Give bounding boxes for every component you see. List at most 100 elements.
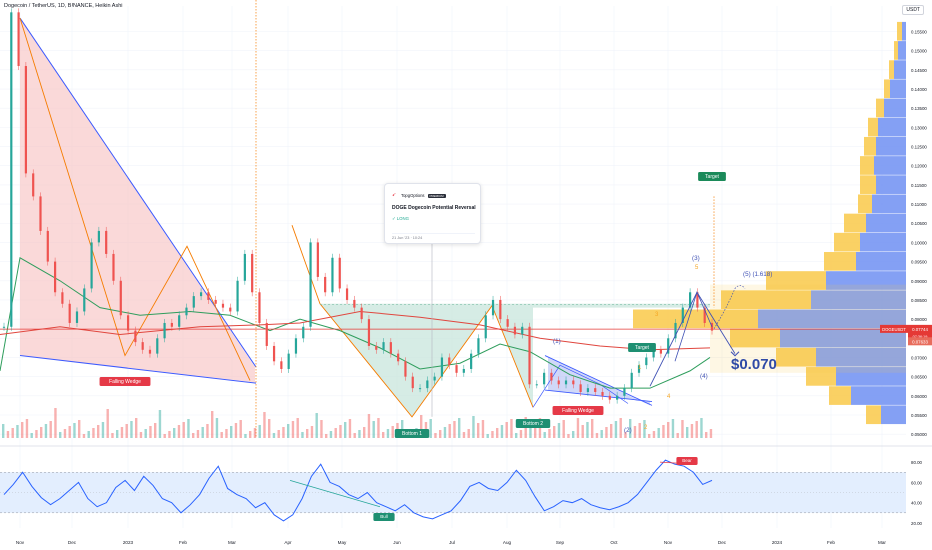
volume-bar — [220, 432, 223, 438]
volume-bar — [82, 434, 86, 438]
candle-body — [90, 242, 93, 289]
symbol-title: Dogecoin / TetherUS, 1D, BINANCE, Heikin… — [4, 3, 123, 9]
candle-body — [119, 280, 122, 316]
target-2-label: Target — [635, 345, 650, 351]
volume-bar — [16, 425, 19, 438]
falling-wedge-label: Falling Wedge — [109, 379, 141, 385]
volume-bar — [671, 419, 675, 438]
bottom-2-label: Bottom 2 — [523, 421, 543, 427]
rsi-tick-label: 60.00 — [911, 480, 923, 485]
volume-bar — [624, 432, 627, 438]
future-path — [713, 285, 746, 329]
volume-bar — [92, 428, 95, 438]
candle-body — [360, 307, 363, 320]
volume-bar — [519, 430, 523, 438]
candle-body — [528, 326, 531, 385]
wedge2-upper-line — [544, 355, 653, 406]
bottom-1-label-box — [394, 429, 430, 438]
volume-bar — [106, 409, 109, 438]
candle-body — [134, 330, 137, 343]
volume-bar — [253, 428, 257, 438]
bull-label: Bull — [380, 514, 388, 519]
volume-profile-bar — [878, 117, 906, 137]
x-tick-label: 2024 — [772, 540, 783, 545]
volume-bar — [529, 424, 532, 438]
candle-body — [608, 395, 611, 400]
volume-profile-bar — [874, 156, 906, 175]
volume-bar — [700, 418, 703, 438]
symbol-tag: DOGEUSDT — [882, 327, 906, 332]
candle-body — [630, 372, 633, 389]
volume-bar — [177, 425, 181, 438]
volume-bar — [448, 424, 451, 438]
x-tick-label: Nov — [664, 540, 673, 545]
candle-body — [280, 361, 283, 369]
candle-body — [382, 342, 385, 350]
volume-profile-bar — [889, 60, 894, 79]
bull-divergence-line — [289, 479, 381, 508]
volume-bar — [667, 422, 670, 438]
candle-body — [287, 353, 290, 369]
candle-body — [659, 349, 663, 354]
double-bottom-area — [320, 303, 710, 417]
y-tick-label: 0.14000 — [911, 87, 927, 92]
volume-bar — [111, 433, 114, 438]
volume-bar — [215, 418, 219, 438]
candle-body — [448, 357, 451, 366]
rsi-tick-label: 40.00 — [911, 501, 923, 506]
candle-body — [543, 372, 546, 385]
y-tick-label: 0.08000 — [911, 317, 927, 322]
volume-bar — [363, 427, 366, 438]
candle-body — [440, 357, 444, 377]
volume-bar — [358, 430, 361, 438]
candle-body — [46, 230, 49, 262]
y-tick-label: 0.14500 — [911, 68, 927, 73]
x-tick-label: Feb — [179, 540, 187, 545]
volume-profile-bar — [876, 136, 906, 156]
volume-bar — [125, 424, 128, 438]
y-tick-label: 0.09500 — [911, 260, 927, 265]
y-tick-label: 0.10000 — [911, 240, 927, 245]
volume-bar — [420, 415, 423, 438]
volume-bar — [11, 428, 14, 438]
volume-bar — [263, 412, 266, 438]
subwave-1-label: 1 — [638, 365, 642, 371]
candle-body — [105, 230, 108, 254]
volume-bar — [572, 431, 575, 438]
volume-profile-bar — [776, 347, 816, 367]
brand-logo-icon: ➹ — [392, 192, 397, 198]
candle-body — [251, 253, 254, 293]
currency-button[interactable]: USDT — [902, 5, 924, 15]
x-tick-label: May — [338, 540, 347, 545]
volume-bar — [472, 416, 475, 438]
volume-bar — [676, 433, 679, 438]
volume-bar — [439, 430, 442, 438]
volume-bar — [40, 427, 43, 438]
candle-body — [623, 388, 626, 396]
volume-bar — [30, 433, 33, 438]
volume-profile-bar — [806, 367, 836, 386]
volume-profile-bar — [898, 41, 906, 60]
idea-card[interactable]: ➹ TopgOptions PREMIUM DOGE Dogecoin Pote… — [384, 183, 481, 244]
x-tick-label: Nov — [16, 540, 25, 545]
volume-bar — [291, 421, 295, 438]
volume-bar — [690, 424, 694, 438]
volume-bar — [496, 428, 499, 438]
bull-label-box — [373, 513, 395, 521]
candle-body — [594, 388, 597, 392]
candle-body — [112, 253, 115, 281]
ema-tag: 0.07633 — [912, 339, 928, 344]
candle-body — [324, 276, 327, 293]
volume-bar — [310, 426, 314, 438]
volume-bar — [158, 410, 162, 438]
subwave-5-label: 5 — [695, 265, 699, 271]
volume-bar — [491, 431, 494, 438]
ema-green-line — [0, 256, 711, 389]
idea-title[interactable]: DOGE Dogecoin Potential Reversal — [392, 205, 476, 211]
wedge-lower-line — [19, 355, 257, 384]
y-tick-label: 0.13500 — [911, 106, 927, 111]
candle-body — [17, 12, 20, 67]
volume-bar — [168, 431, 171, 438]
x-tick-label: 2023 — [123, 540, 134, 545]
